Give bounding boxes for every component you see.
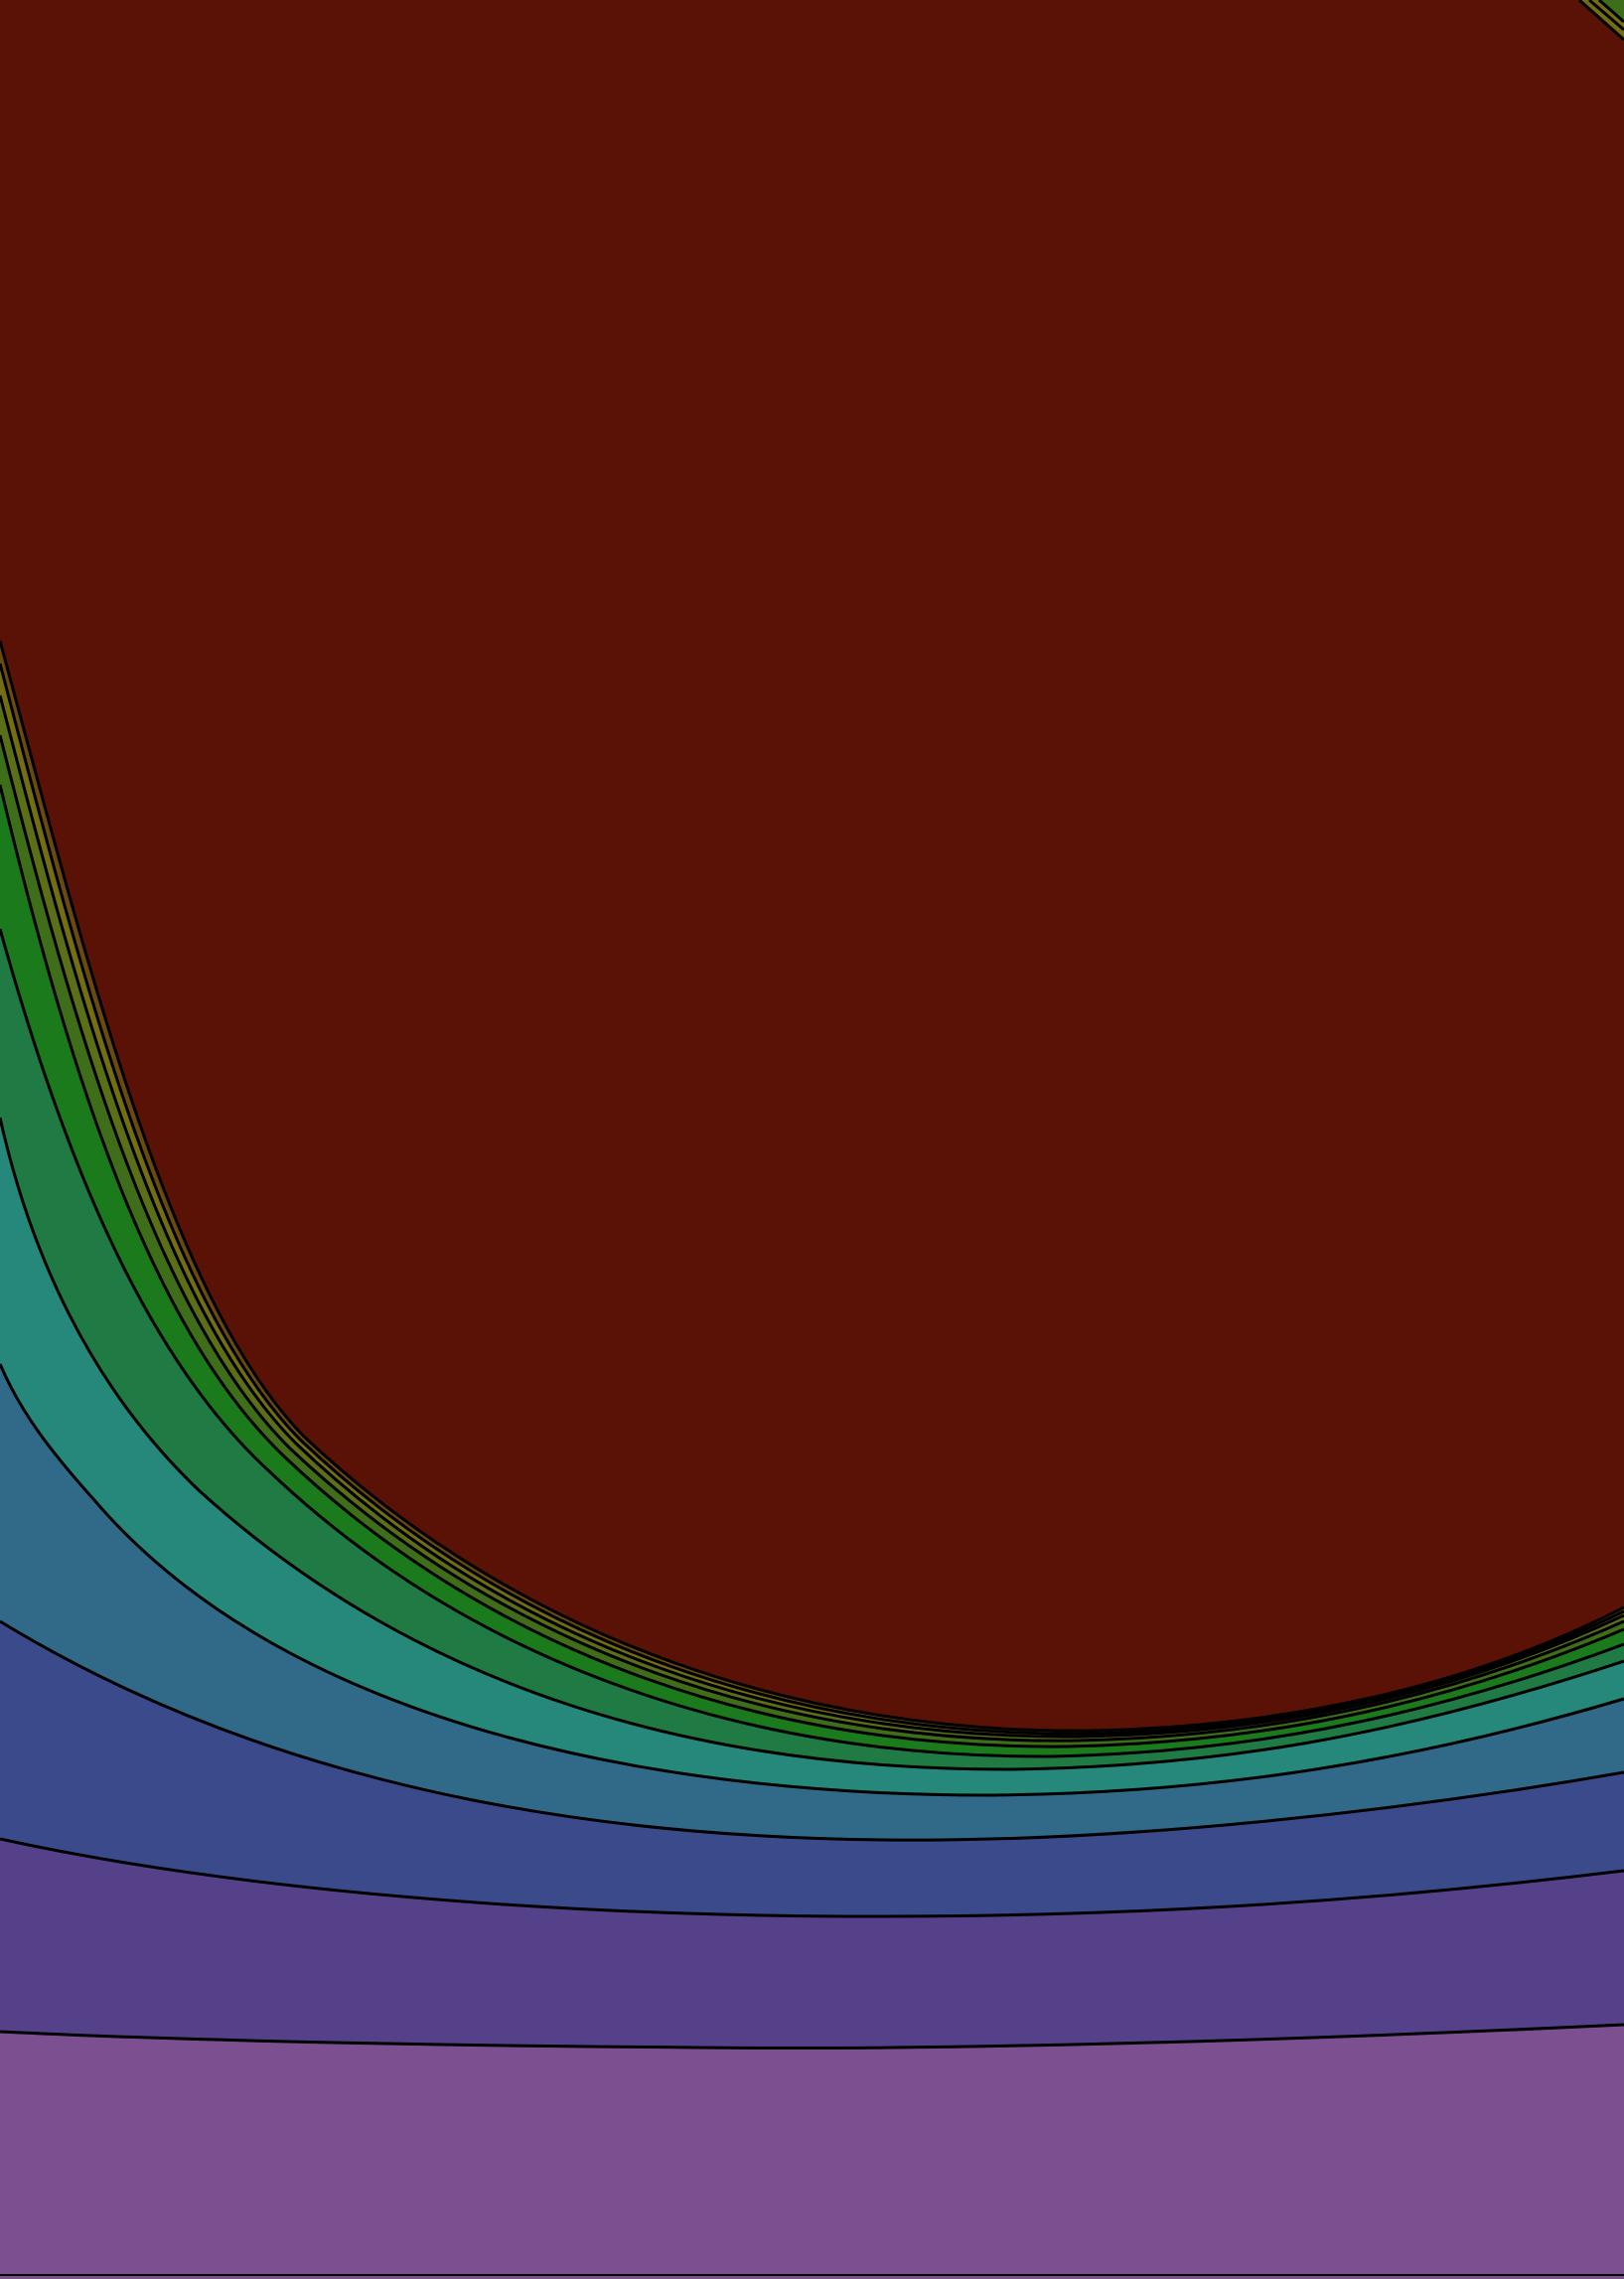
contour-line-8 (0, 734, 1624, 1743)
contour-line-4 (0, 1363, 1624, 1797)
contour-corner-line-1 (1578, 0, 1624, 42)
contour-line-6 (0, 928, 1624, 1758)
contour-line-9 (0, 694, 1624, 1739)
contour-corner-line-2 (1588, 0, 1624, 32)
contour-line-7 (0, 784, 1624, 1748)
contour-line-3 (0, 1619, 1624, 1842)
contour-line-10 (0, 663, 1624, 1736)
contour-line-5 (0, 1117, 1624, 1771)
contour-line-2 (0, 1837, 1624, 1918)
contour-corner-line-3 (1598, 0, 1624, 24)
contour-core (0, 0, 1624, 1732)
contour-line-11 (0, 640, 1624, 1733)
contour-line-1 (0, 2023, 1624, 2051)
